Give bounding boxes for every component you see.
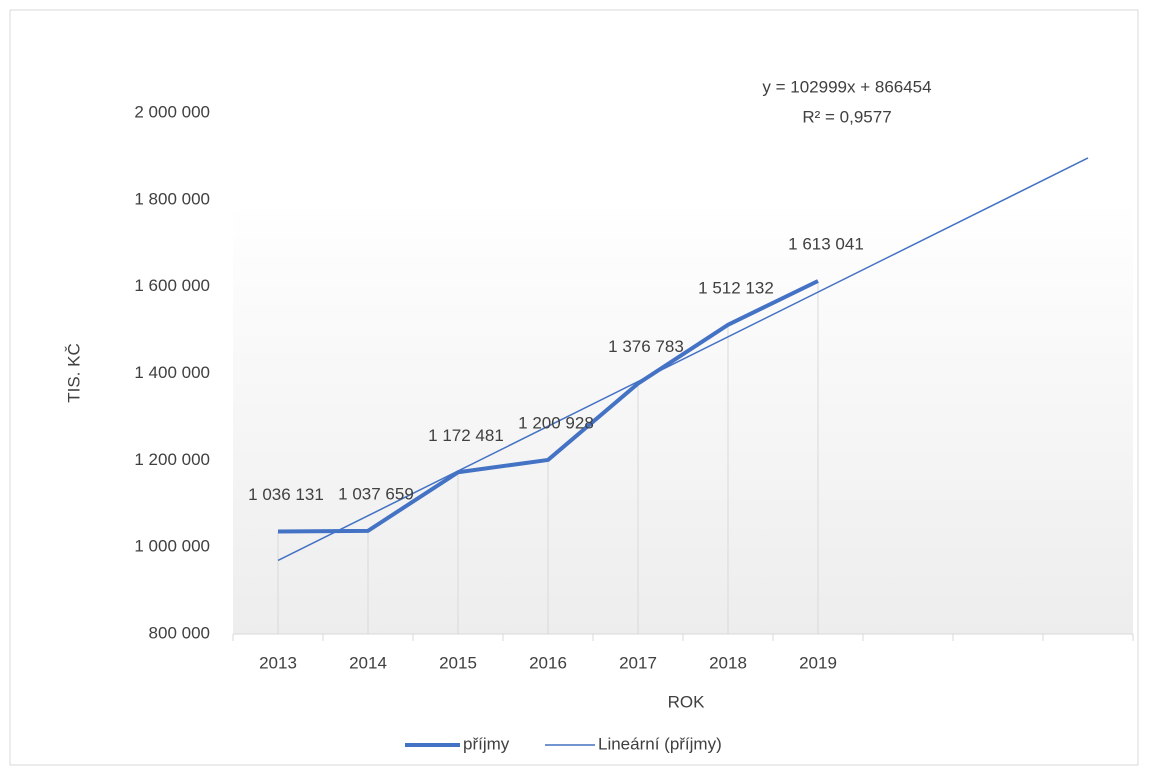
data-label: 1 613 041 — [788, 234, 864, 253]
x-axis-title: ROK — [668, 692, 706, 711]
x-tick-label: 2018 — [709, 653, 747, 672]
y-tick-label: 1 200 000 — [134, 450, 210, 469]
series-line — [277, 279, 819, 534]
x-tick-label: 2013 — [259, 653, 297, 672]
data-label: 1 172 481 — [428, 426, 504, 445]
x-tick-label: 2017 — [619, 653, 657, 672]
y-tick-label: 2 000 000 — [134, 102, 210, 121]
x-tick-label: 2019 — [799, 653, 837, 672]
data-label: 1 037 659 — [338, 484, 414, 503]
y-tick-label: 1 400 000 — [134, 363, 210, 382]
data-label: 1 036 131 — [248, 485, 324, 504]
data-label: 1 200 928 — [518, 413, 594, 432]
y-tick-label: 800 000 — [149, 623, 210, 642]
trendline — [277, 157, 1089, 562]
trend-r2: R² = 0,9577 — [802, 107, 891, 126]
x-tick-label: 2014 — [349, 653, 387, 672]
y-tick-label: 1 800 000 — [134, 189, 210, 208]
x-tick-label: 2016 — [529, 653, 567, 672]
data-label: 1 376 783 — [608, 337, 684, 356]
trend-equation: y = 102999x + 866454 — [762, 77, 931, 96]
data-label: 1 512 132 — [698, 278, 774, 297]
y-axis-title: TIS. KČ — [64, 343, 83, 403]
y-tick-label: 1 000 000 — [134, 537, 210, 556]
legend-label: příjmy — [463, 734, 510, 753]
x-tick-label: 2015 — [439, 653, 477, 672]
plot-background — [233, 200, 1133, 634]
legend-label: Lineární (příjmy) — [598, 734, 722, 753]
y-tick-label: 1 600 000 — [134, 276, 210, 295]
